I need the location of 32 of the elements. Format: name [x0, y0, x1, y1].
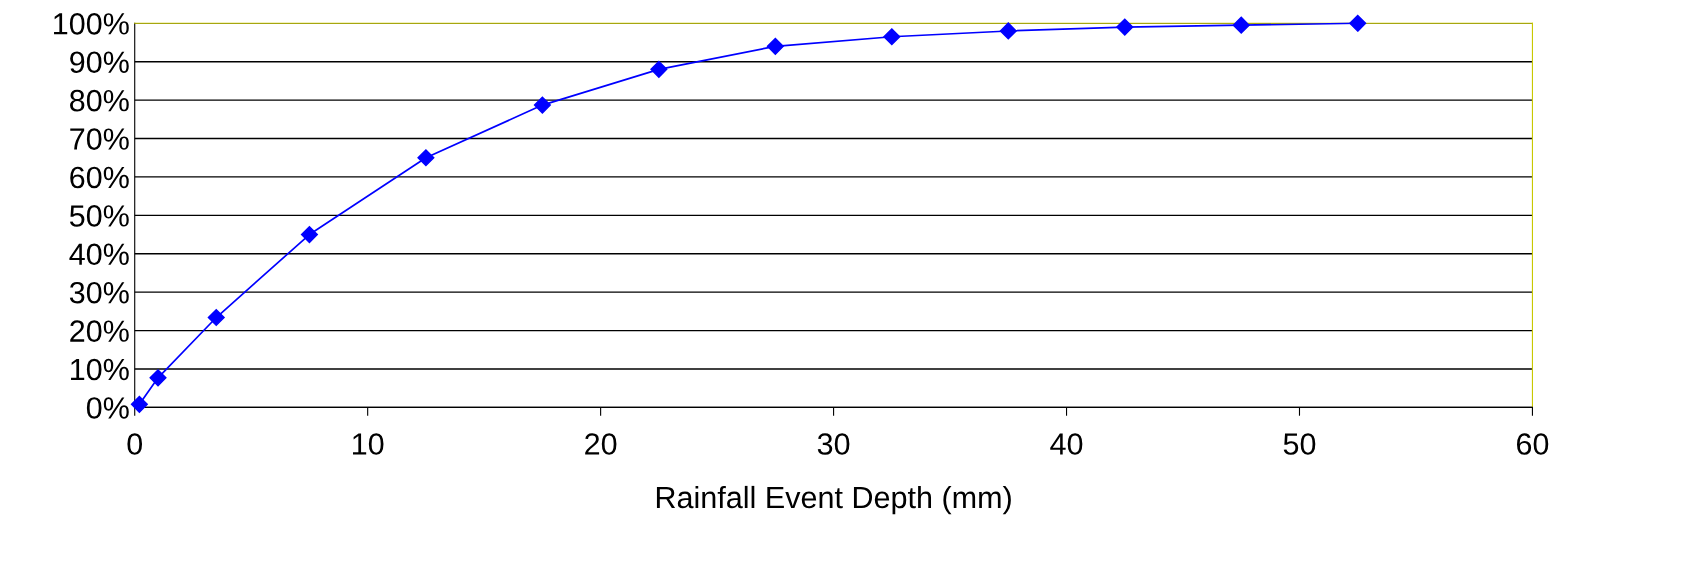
- x-tick-label: 30: [817, 433, 850, 455]
- y-tick-label: 10%: [71, 358, 129, 381]
- point: [1232, 16, 1250, 34]
- y-tick-label: 100%: [54, 13, 129, 35]
- point: [650, 60, 668, 78]
- x-tick-label: 50: [1283, 433, 1316, 455]
- x-tick-label: 0: [127, 433, 143, 455]
- point: [1116, 18, 1134, 36]
- point: [883, 28, 901, 46]
- y-tick-label: 60%: [70, 166, 129, 189]
- y-tick-label: 90%: [70, 51, 129, 74]
- point: [999, 22, 1017, 40]
- point: [149, 369, 167, 387]
- y-tick-label: 70%: [70, 128, 129, 150]
- y-tick-label: 40%: [69, 243, 129, 266]
- point: [766, 37, 784, 55]
- point: [130, 395, 148, 413]
- y-tick-label: 50%: [69, 205, 129, 227]
- y-tick-label: 0%: [86, 397, 129, 419]
- point: [533, 96, 551, 114]
- x-axis-title: Rainfall Event Depth (mm): [656, 485, 1011, 515]
- x-tick-label: 20: [585, 433, 617, 455]
- y-tick-label: 80%: [70, 89, 129, 112]
- point: [207, 308, 225, 327]
- y-tick-label: 20%: [70, 320, 129, 342]
- point: [417, 149, 435, 167]
- y-tick-label: 30%: [69, 281, 129, 304]
- x-tick-label: 60: [1517, 433, 1549, 455]
- x-tick-label: 10: [353, 433, 384, 455]
- point: [300, 225, 318, 244]
- x-tick-label: 40: [1050, 433, 1083, 455]
- point: [1349, 14, 1367, 32]
